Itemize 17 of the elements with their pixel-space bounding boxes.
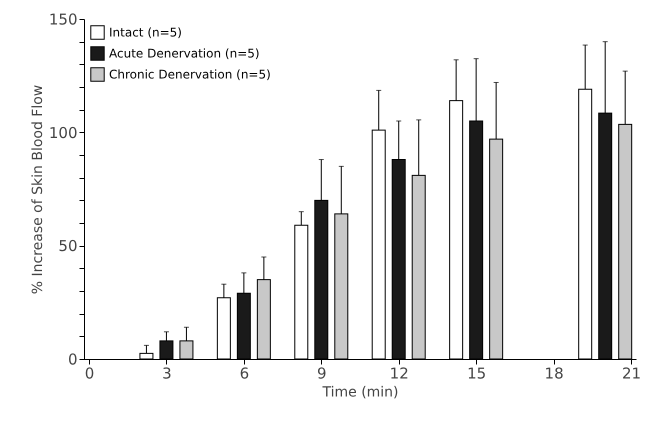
x-tick-label: 18 xyxy=(544,364,564,382)
x-tick-label: 21 xyxy=(622,364,642,382)
y-axis-title: % Increase of Skin Blood Flow xyxy=(30,84,46,294)
y-tick-label: 150 xyxy=(48,10,78,28)
legend-label: Intact (n=5) xyxy=(109,26,182,40)
x-tick-label: 9 xyxy=(317,364,327,382)
x-tick-label: 15 xyxy=(467,364,486,382)
y-tick-label: 50 xyxy=(58,237,78,256)
y-tick-label: 100 xyxy=(48,124,78,142)
y-tick-label: 0 xyxy=(68,350,78,368)
x-tick-label: 0 xyxy=(84,364,94,382)
legend-label: Chronic Denervation (n=5) xyxy=(109,68,271,82)
x-tick-label: 6 xyxy=(240,364,250,382)
x-tick-label: 3 xyxy=(162,364,172,382)
x-tick-label: 12 xyxy=(390,364,409,382)
legend-label: Acute Denervation (n=5) xyxy=(109,46,260,60)
x-axis-title: Time (min) xyxy=(321,384,399,400)
